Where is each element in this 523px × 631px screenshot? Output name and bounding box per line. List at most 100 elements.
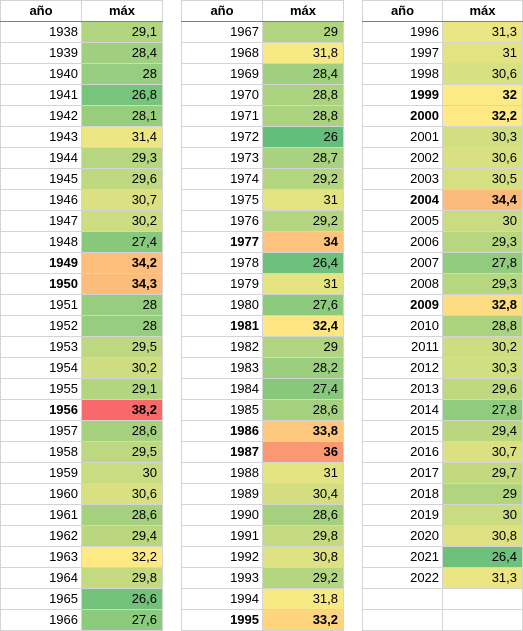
max-temp-cell[interactable]: 31,3 (442, 567, 523, 589)
max-temp-cell[interactable]: 29,2 (262, 210, 344, 232)
max-temp-cell[interactable]: 30 (81, 462, 163, 484)
max-temp-cell[interactable]: 38,2 (81, 399, 163, 421)
max-temp-cell[interactable]: 30,2 (81, 357, 163, 379)
year-cell[interactable]: 1955 (0, 378, 82, 400)
year-cell[interactable]: 1956 (0, 399, 82, 421)
header-max[interactable]: máx (262, 0, 344, 22)
max-temp-cell[interactable]: 30,3 (442, 126, 523, 148)
year-cell[interactable]: 1951 (0, 294, 82, 316)
max-temp-cell[interactable]: 34,3 (81, 273, 163, 295)
year-cell[interactable]: 1968 (181, 42, 263, 64)
year-cell[interactable]: 1983 (181, 357, 263, 379)
max-temp-cell[interactable]: 29,4 (81, 525, 163, 547)
year-cell[interactable]: 1981 (181, 315, 263, 337)
max-temp-cell[interactable]: 31 (262, 273, 344, 295)
year-cell[interactable]: 1994 (181, 588, 263, 610)
year-cell[interactable]: 2016 (361, 441, 444, 463)
max-temp-cell[interactable]: 30,6 (442, 147, 523, 169)
max-temp-cell[interactable]: 28,8 (262, 105, 344, 127)
year-cell[interactable]: 2013 (361, 378, 444, 400)
year-cell[interactable]: 2001 (361, 126, 444, 148)
max-temp-cell[interactable]: 28,8 (262, 84, 344, 106)
year-cell[interactable]: 1969 (181, 63, 263, 85)
year-cell[interactable]: 1978 (181, 252, 263, 274)
max-temp-cell[interactable]: 29,4 (442, 420, 523, 442)
max-temp-cell[interactable]: 31,8 (262, 42, 344, 64)
year-cell[interactable]: 1965 (0, 588, 82, 610)
max-temp-cell[interactable]: 30,6 (442, 63, 523, 85)
year-cell[interactable]: 2000 (361, 105, 444, 127)
year-cell[interactable]: 1984 (181, 378, 263, 400)
year-cell[interactable]: 1971 (181, 105, 263, 127)
year-cell[interactable]: 1940 (0, 63, 82, 85)
max-temp-cell[interactable]: 30 (442, 504, 523, 526)
year-cell[interactable]: 1954 (0, 357, 82, 379)
max-temp-cell[interactable]: 30,6 (81, 483, 163, 505)
year-cell[interactable]: 2006 (361, 231, 444, 253)
max-temp-cell[interactable]: 31,8 (262, 588, 344, 610)
max-temp-cell[interactable]: 30,2 (442, 336, 523, 358)
year-cell[interactable] (361, 588, 444, 610)
year-cell[interactable]: 2014 (361, 399, 444, 421)
max-temp-cell[interactable]: 28,6 (81, 420, 163, 442)
year-cell[interactable]: 1961 (0, 504, 82, 526)
max-temp-cell[interactable]: 29,5 (81, 441, 163, 463)
max-temp-cell[interactable]: 29,3 (442, 273, 523, 295)
max-temp-cell[interactable]: 29 (262, 21, 344, 43)
max-temp-cell[interactable]: 29,8 (81, 567, 163, 589)
max-temp-cell[interactable]: 28,8 (442, 315, 523, 337)
year-cell[interactable]: 1966 (0, 609, 82, 631)
max-temp-cell[interactable]: 28,4 (262, 63, 344, 85)
year-cell[interactable]: 2010 (361, 315, 444, 337)
max-temp-cell[interactable]: 27,4 (81, 231, 163, 253)
header-year[interactable]: año (361, 0, 444, 22)
year-cell[interactable]: 1950 (0, 273, 82, 295)
year-cell[interactable]: 2003 (361, 168, 444, 190)
year-cell[interactable]: 2002 (361, 147, 444, 169)
max-temp-cell[interactable]: 30,3 (442, 357, 523, 379)
year-cell[interactable]: 2022 (361, 567, 444, 589)
year-cell[interactable]: 1963 (0, 546, 82, 568)
year-cell[interactable]: 1972 (181, 126, 263, 148)
year-cell[interactable]: 1997 (361, 42, 444, 64)
max-temp-cell[interactable]: 34,4 (442, 189, 523, 211)
max-temp-cell[interactable] (442, 609, 523, 631)
max-temp-cell[interactable]: 28 (81, 315, 163, 337)
max-temp-cell[interactable]: 28,7 (262, 147, 344, 169)
max-temp-cell[interactable]: 27,4 (262, 378, 344, 400)
header-max[interactable]: máx (442, 0, 523, 22)
year-cell[interactable]: 1948 (0, 231, 82, 253)
year-cell[interactable]: 1975 (181, 189, 263, 211)
year-cell[interactable]: 1987 (181, 441, 263, 463)
header-max[interactable]: máx (81, 0, 163, 22)
year-cell[interactable]: 1959 (0, 462, 82, 484)
max-temp-cell[interactable]: 26,4 (262, 252, 344, 274)
year-cell[interactable]: 2015 (361, 420, 444, 442)
max-temp-cell[interactable]: 29,7 (442, 462, 523, 484)
max-temp-cell[interactable]: 28,6 (262, 504, 344, 526)
year-cell[interactable]: 1985 (181, 399, 263, 421)
max-temp-cell[interactable]: 26,6 (81, 588, 163, 610)
year-cell[interactable]: 1999 (361, 84, 444, 106)
max-temp-cell[interactable]: 30 (442, 210, 523, 232)
max-temp-cell[interactable]: 30,7 (81, 189, 163, 211)
max-temp-cell[interactable]: 34 (262, 231, 344, 253)
max-temp-cell[interactable]: 30,8 (262, 546, 344, 568)
year-cell[interactable]: 2011 (361, 336, 444, 358)
max-temp-cell[interactable]: 28 (81, 63, 163, 85)
max-temp-cell[interactable]: 29,2 (262, 567, 344, 589)
max-temp-cell[interactable]: 27,6 (262, 294, 344, 316)
max-temp-cell[interactable]: 30,7 (442, 441, 523, 463)
year-cell[interactable]: 1989 (181, 483, 263, 505)
max-temp-cell[interactable]: 30,4 (262, 483, 344, 505)
year-cell[interactable]: 1988 (181, 462, 263, 484)
max-temp-cell[interactable]: 30,8 (442, 525, 523, 547)
max-temp-cell[interactable]: 29,3 (81, 147, 163, 169)
max-temp-cell[interactable]: 27,8 (442, 252, 523, 274)
year-cell[interactable]: 1953 (0, 336, 82, 358)
year-cell[interactable]: 1941 (0, 84, 82, 106)
max-temp-cell[interactable]: 31,4 (81, 126, 163, 148)
max-temp-cell[interactable]: 29,8 (262, 525, 344, 547)
year-cell[interactable]: 1962 (0, 525, 82, 547)
max-temp-cell[interactable]: 31 (442, 42, 523, 64)
